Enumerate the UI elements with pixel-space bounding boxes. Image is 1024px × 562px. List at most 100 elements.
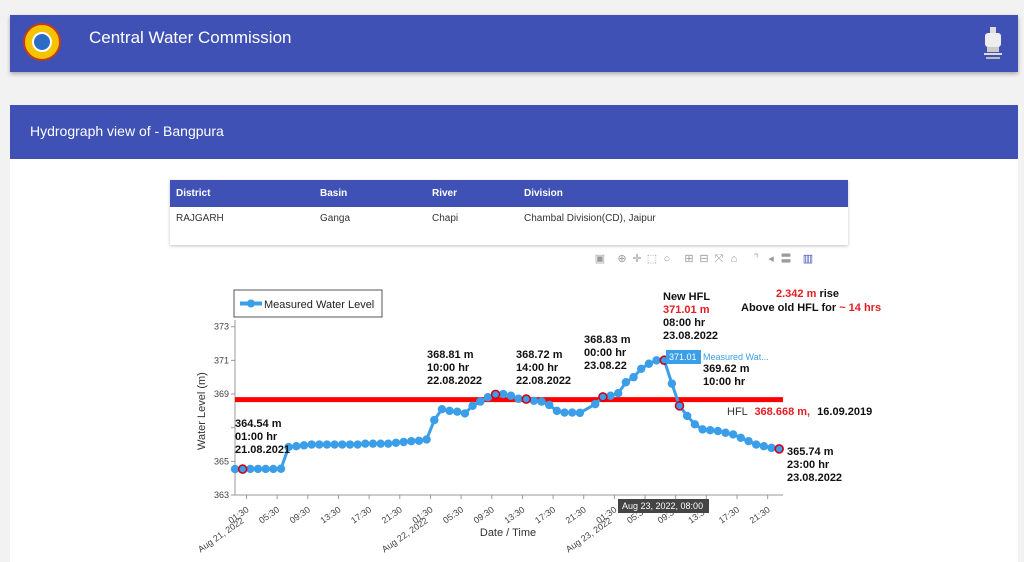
rise-value: 2.342 m <box>776 288 817 300</box>
data-point[interactable] <box>774 444 784 454</box>
pan-icon[interactable]: ✛ <box>632 253 642 265</box>
data-point[interactable] <box>728 430 738 439</box>
data-point[interactable] <box>614 388 623 398</box>
data-point[interactable] <box>744 436 753 446</box>
data-point[interactable] <box>368 439 378 448</box>
data-point[interactable] <box>376 439 385 448</box>
data-point[interactable] <box>238 464 247 474</box>
annotation-text: 371.01 m <box>663 304 710 316</box>
data-point[interactable] <box>453 407 462 416</box>
hover-closest-icon[interactable]: ◂ <box>768 253 774 265</box>
plotly-logo-icon[interactable]: ▥ <box>802 253 814 265</box>
data-point[interactable] <box>292 442 301 451</box>
hover-compare-icon[interactable]: 〓 <box>780 253 792 265</box>
data-point[interactable] <box>652 356 661 365</box>
data-point[interactable] <box>361 439 370 448</box>
data-point[interactable] <box>606 391 615 400</box>
data-point[interactable] <box>422 435 431 444</box>
data-point[interactable] <box>399 437 408 447</box>
data-point[interactable] <box>767 443 776 453</box>
data-point[interactable] <box>522 394 531 404</box>
camera-icon[interactable]: ▣ <box>594 253 606 265</box>
data-point[interactable] <box>322 440 332 449</box>
data-point[interactable] <box>736 433 746 442</box>
data-point[interactable] <box>713 426 723 436</box>
data-point[interactable] <box>491 390 500 399</box>
annotation-text: 364.54 m <box>235 418 282 430</box>
data-point[interactable] <box>391 438 401 448</box>
data-point[interactable] <box>698 425 707 434</box>
data-point[interactable] <box>514 394 523 403</box>
box-select-icon[interactable]: ⬚ <box>646 253 658 265</box>
zoom-icon[interactable]: ⊕ <box>617 253 627 265</box>
data-point[interactable] <box>246 464 255 474</box>
data-point[interactable] <box>284 442 293 452</box>
data-point[interactable] <box>560 408 569 417</box>
rise-duration: ~ 14 hrs <box>839 302 881 314</box>
data-point[interactable] <box>353 440 362 449</box>
data-point[interactable] <box>384 439 393 448</box>
data-point[interactable] <box>575 408 585 418</box>
data-point[interactable] <box>468 401 477 411</box>
data-point[interactable] <box>644 359 654 368</box>
data-point[interactable] <box>591 399 600 409</box>
data-point[interactable] <box>437 404 447 414</box>
rise-suffix: rise <box>819 288 839 300</box>
data-point[interactable] <box>629 373 638 382</box>
data-point[interactable] <box>690 420 700 429</box>
data-point[interactable] <box>598 392 608 402</box>
data-point[interactable] <box>529 396 539 405</box>
annotation-text: 22.08.2022 <box>427 375 482 387</box>
autoscale-icon[interactable]: ⤧ <box>714 253 724 265</box>
data-point[interactable] <box>299 441 309 450</box>
data-point[interactable] <box>315 440 324 449</box>
data-point[interactable] <box>483 393 493 402</box>
data-point[interactable] <box>751 440 761 449</box>
data-point[interactable] <box>621 378 631 387</box>
zoom-out-icon[interactable]: ⊟ <box>699 253 709 265</box>
lasso-icon[interactable]: ○ <box>663 253 671 265</box>
data-point[interactable] <box>675 401 684 411</box>
data-point[interactable] <box>230 464 240 474</box>
data-point[interactable] <box>430 415 439 425</box>
data-point[interactable] <box>307 440 316 449</box>
data-point[interactable] <box>568 408 577 417</box>
annotation-text: 21.08.2021 <box>235 444 290 456</box>
annotation-text: 368.83 m <box>584 334 631 346</box>
data-point[interactable] <box>721 428 730 437</box>
reset-axes-icon[interactable]: ⌂ <box>730 253 738 265</box>
data-point[interactable] <box>552 406 562 416</box>
header-district: District <box>170 180 314 207</box>
svg-text:2.342 m rise: 2.342 m rise <box>776 288 839 300</box>
data-point[interactable] <box>445 406 454 416</box>
table-header-row: District Basin River Division <box>170 180 848 207</box>
data-point[interactable] <box>407 436 416 446</box>
data-point[interactable] <box>499 389 508 399</box>
annotation-text: 23.08.22 <box>584 360 627 372</box>
spike-lines-icon[interactable]: ⌝ <box>753 253 759 265</box>
data-point[interactable] <box>330 440 339 449</box>
data-point[interactable] <box>338 440 347 449</box>
data-point[interactable] <box>414 436 424 446</box>
data-point[interactable] <box>667 379 677 388</box>
rise-note: 2.342 m rise Above old HFL for ~ 14 hrs <box>741 288 881 314</box>
data-point[interactable] <box>261 464 270 474</box>
data-point[interactable] <box>682 411 692 421</box>
x-tick-label: 17:30 <box>349 504 373 525</box>
data-point[interactable] <box>276 464 286 473</box>
data-point[interactable] <box>705 426 715 435</box>
legend[interactable]: Measured Water Level <box>233 289 383 318</box>
y-tick-label: 369 <box>214 389 229 399</box>
data-point[interactable] <box>345 440 355 449</box>
data-point[interactable] <box>537 397 546 406</box>
zoom-in-icon[interactable]: ⊞ <box>684 253 694 265</box>
data-point[interactable] <box>506 391 516 400</box>
data-point[interactable] <box>476 397 485 406</box>
data-point[interactable] <box>253 464 263 474</box>
data-point[interactable] <box>545 400 554 410</box>
data-point[interactable] <box>637 364 646 373</box>
cell-basin: Ganga <box>320 212 351 224</box>
data-point[interactable] <box>759 442 769 451</box>
data-point[interactable] <box>269 464 278 474</box>
data-point[interactable] <box>460 409 470 418</box>
